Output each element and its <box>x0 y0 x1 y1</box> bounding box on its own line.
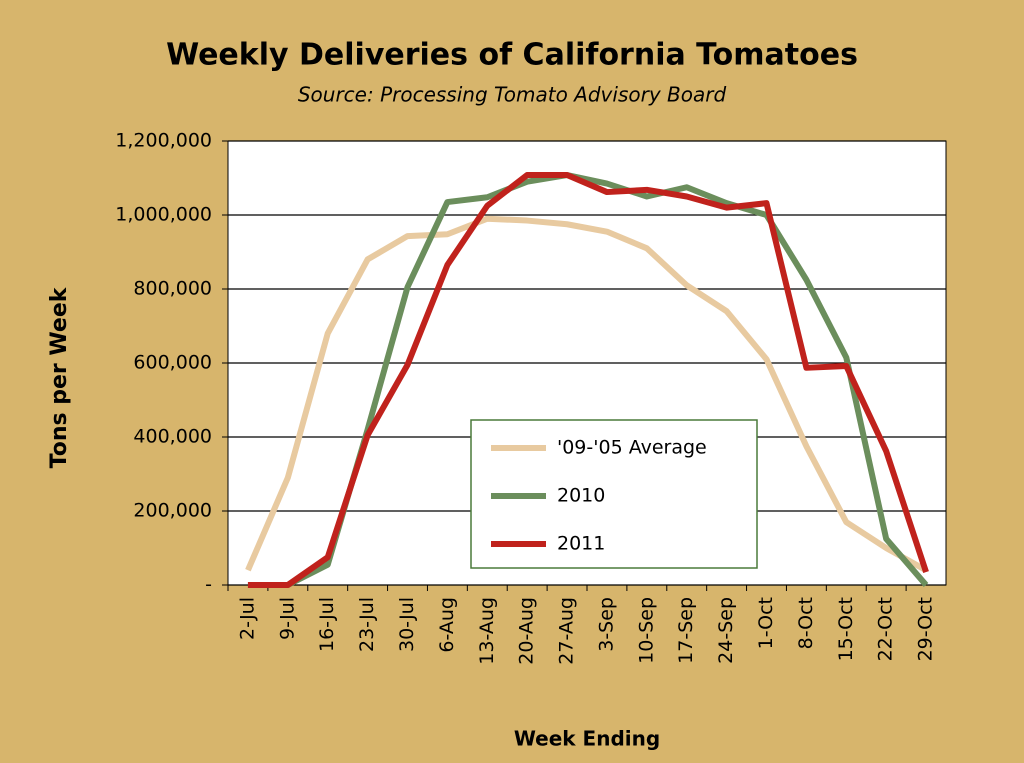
x-tick-label: 22-Oct <box>875 597 897 661</box>
y-tick-label: 400,000 <box>133 426 212 448</box>
series-line <box>245 215 928 573</box>
series-line <box>247 172 929 588</box>
x-tick-label: 6-Aug <box>436 597 458 653</box>
y-tick-label: 200,000 <box>133 500 212 522</box>
y-tick-label: 800,000 <box>133 278 212 300</box>
x-tick-label: 1-Oct <box>755 597 777 649</box>
x-tick-label: 8-Oct <box>795 597 817 649</box>
x-tick-label: 16-Jul <box>316 597 338 652</box>
x-tick-label: 30-Jul <box>396 597 418 652</box>
x-tick-label: 17-Sep <box>675 597 697 664</box>
chart-title: Weekly Deliveries of California Tomatoes <box>166 38 858 73</box>
x-tick-label: 15-Oct <box>835 597 857 661</box>
y-tick-label: 1,200,000 <box>115 130 212 152</box>
x-tick-label: 3-Sep <box>595 597 617 652</box>
x-tick-label: 23-Jul <box>356 597 378 652</box>
chart-subtitle: Source: Processing Tomato Advisory Board <box>298 83 727 107</box>
y-tick-label: - <box>205 574 212 596</box>
y-tick-label: 1,000,000 <box>115 204 212 226</box>
x-tick-label: 13-Aug <box>476 597 498 665</box>
x-tick-label: 24-Sep <box>715 597 737 664</box>
y-tick-label: 600,000 <box>133 352 212 374</box>
x-tick-label: 2-Jul <box>236 597 258 640</box>
x-tick-label: 29-Oct <box>915 597 937 661</box>
legend-label: '09-'05 Average <box>557 437 707 459</box>
x-tick-label: 27-Aug <box>556 597 578 665</box>
x-axis-title: Week Ending <box>514 727 660 751</box>
x-tick-label: 10-Sep <box>635 597 657 664</box>
legend-label: 2010 <box>557 485 605 507</box>
x-tick-label: 20-Aug <box>516 597 538 665</box>
legend-label: 2011 <box>557 533 605 555</box>
x-tick-label: 9-Jul <box>276 597 298 640</box>
y-axis-title: Tons per Week <box>47 286 72 468</box>
